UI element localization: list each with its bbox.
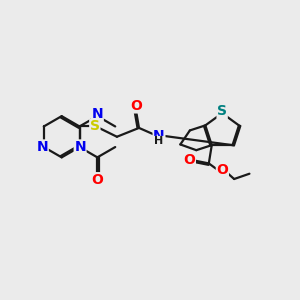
Text: O: O bbox=[183, 153, 195, 167]
Text: S: S bbox=[90, 119, 100, 134]
Text: N: N bbox=[74, 140, 86, 154]
Text: O: O bbox=[130, 99, 142, 113]
Text: O: O bbox=[92, 173, 103, 187]
Text: N: N bbox=[37, 140, 48, 154]
Text: N: N bbox=[153, 129, 165, 143]
Text: N: N bbox=[92, 107, 103, 122]
Text: S: S bbox=[217, 104, 227, 118]
Text: O: O bbox=[216, 164, 228, 178]
Text: H: H bbox=[154, 136, 164, 146]
